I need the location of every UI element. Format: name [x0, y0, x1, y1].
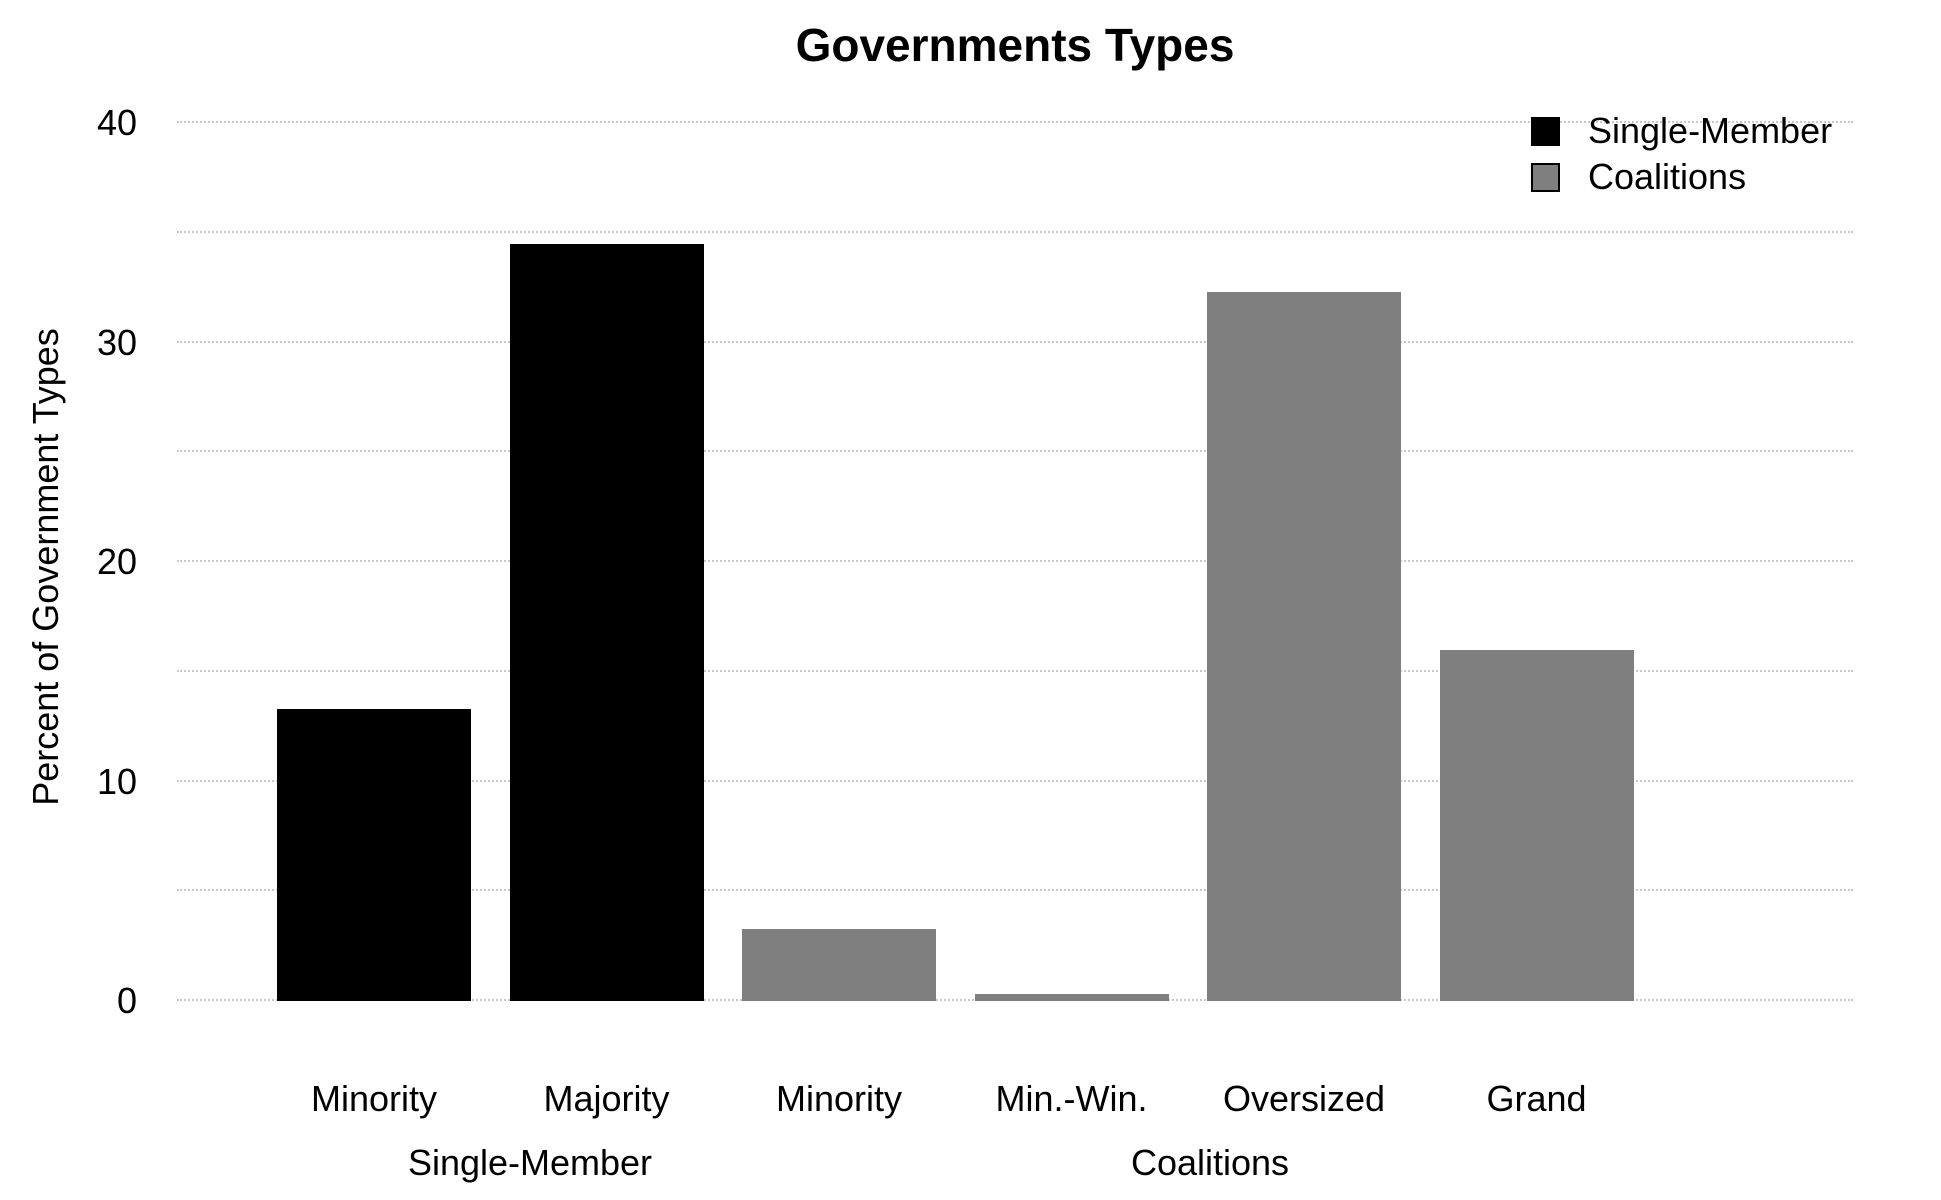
- bar-coalitions-minority: [742, 928, 936, 1001]
- bar-coalitions-grand: [1439, 649, 1634, 1001]
- legend-swatch-black-icon: [1531, 116, 1560, 146]
- x-tick-label-majority: Majority: [543, 1078, 670, 1119]
- bar-coalitions-min-win-: [974, 994, 1169, 1001]
- x-tick-label-minority: Minority: [775, 1078, 903, 1119]
- gridline-30: [177, 340, 1853, 343]
- x-tick-label-min-win-: Min.-Win.: [995, 1078, 1148, 1119]
- gridline-15: [177, 669, 1853, 672]
- bar-coalitions-oversized: [1207, 292, 1401, 1001]
- gridline-25: [177, 450, 1853, 453]
- x-tick-label-grand: Grand: [1486, 1078, 1587, 1119]
- gridline-35: [177, 230, 1853, 233]
- group-label-single-member: Single-Member: [407, 1142, 653, 1183]
- gridline-5: [177, 889, 1853, 892]
- gridline-20: [177, 560, 1853, 562]
- y-tick-label-10: 10: [96, 760, 137, 802]
- bar-single-member-minority: [277, 709, 471, 1001]
- group-label-coalitions: Coalitions: [1130, 1142, 1290, 1183]
- x-tick-label-minority: Minority: [310, 1078, 438, 1119]
- y-tick-label-30: 30: [96, 321, 137, 363]
- legend: Single-Member Coalitions: [1531, 108, 1832, 200]
- plot-area: [177, 121, 1853, 1001]
- bar-single-member-majority: [509, 243, 704, 1001]
- x-tick-label-oversized: Oversized: [1222, 1078, 1386, 1119]
- y-tick-label-40: 40: [96, 102, 137, 143]
- y-tick-label-0: 0: [116, 980, 137, 1021]
- legend-item-coalitions: Coalitions: [1531, 154, 1832, 200]
- chart-title: Governments Types: [795, 19, 1235, 71]
- y-tick-label-20: 20: [96, 541, 137, 582]
- gridline-40: [177, 121, 1853, 123]
- legend-swatch-gray-icon: [1531, 162, 1560, 192]
- gridline-10: [177, 779, 1853, 782]
- legend-label: Single-Member: [1588, 110, 1833, 151]
- legend-label: Coalitions: [1588, 156, 1747, 197]
- legend-item-single-member: Single-Member: [1531, 108, 1832, 154]
